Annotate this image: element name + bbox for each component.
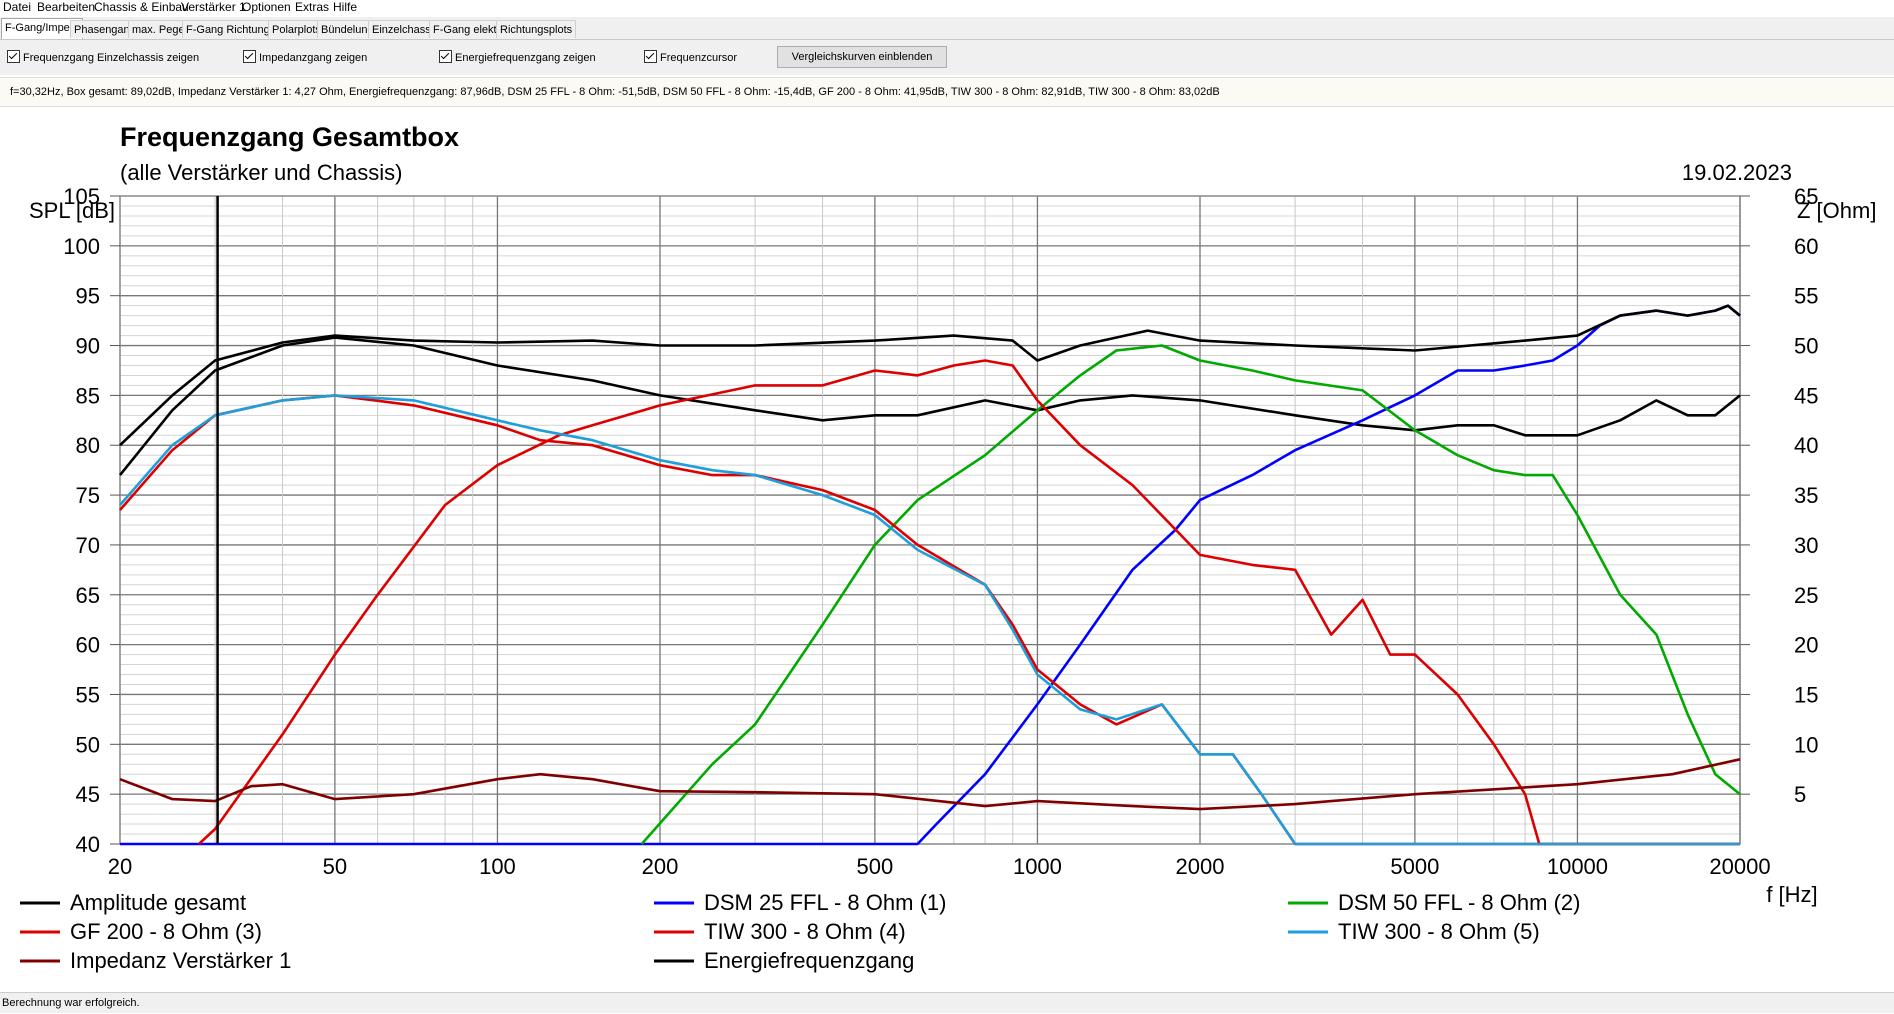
checkbox-icon[interactable] <box>7 50 20 63</box>
tab-phasengang[interactable]: Phasengang <box>70 20 140 38</box>
menu-item-verstaerker[interactable]: Verstärker 1 <box>181 0 246 14</box>
y2-tick-label: 10 <box>1794 732 1818 757</box>
tab-richtungsplots[interactable]: Richtungsplots <box>496 20 577 38</box>
y-tick-label: 75 <box>76 483 100 508</box>
checkbox-label: Energiefrequenzgang zeigen <box>455 52 596 64</box>
y-tick-label: 80 <box>76 433 100 458</box>
checkbox-impedanzgang[interactable]: Impedanzgang zeigen <box>243 50 367 64</box>
x-tick-label: 20000 <box>1709 854 1770 879</box>
menu-item-datei[interactable]: Datei <box>3 0 32 14</box>
x-tick-label: 5000 <box>1390 854 1439 879</box>
checkbox-label: Frequenzgang Einzelchassis zeigen <box>23 52 200 64</box>
y-tick-label: 90 <box>76 334 100 359</box>
x-tick-label: 100 <box>479 854 516 879</box>
y2-tick-label: 35 <box>1794 483 1818 508</box>
legend-label: GF 200 - 8 Ohm (3) <box>70 919 262 944</box>
checkbox-label: Impedanzgang zeigen <box>259 52 368 64</box>
legend-label: TIW 300 - 8 Ohm (5) <box>1338 919 1540 944</box>
axes: 40 45 50 55 60 65 70 75 80 85 90 95 100 105 5 10 15 20 25 3… <box>63 184 1818 879</box>
y2-tick-label: 5 <box>1794 782 1806 807</box>
series-lines <box>118 304 1741 846</box>
checkbox-label: Frequenzcursor <box>660 52 738 64</box>
menu-item-hilfe[interactable]: Hilfe <box>333 0 358 14</box>
series-line-7 <box>119 758 1741 811</box>
status-bar: Berechnung war erfolgreich. <box>0 992 1894 1013</box>
legend-label: Amplitude gesamt <box>70 890 246 915</box>
series-line-6 <box>119 394 1740 846</box>
y-tick-label: 40 <box>76 832 100 857</box>
options-bar: Frequenzgang Einzelchassis zeigen Impeda… <box>0 40 1894 75</box>
y-tick-label: 45 <box>76 782 100 807</box>
y2-tick-label: 40 <box>1794 433 1818 458</box>
y2-axis-label: Z [Ohm] <box>1797 198 1876 223</box>
chart-date: 19.02.2023 <box>1682 160 1792 185</box>
x-tick-label: 50 <box>323 854 347 879</box>
y2-tick-label: 45 <box>1794 383 1818 408</box>
y2-tick-label: 20 <box>1794 633 1818 658</box>
y-tick-label: 95 <box>76 284 100 309</box>
x-tick-label: 1000 <box>1013 854 1062 879</box>
cursor-info: f=30,32Hz, Box gesamt: 89,02dB, Impedanz… <box>0 77 1894 107</box>
compare-curves-button[interactable]: Vergleichskurven einblenden <box>777 46 947 68</box>
y-tick-label: 85 <box>76 383 100 408</box>
frequency-response-chart[interactable]: 40 45 50 55 60 65 70 75 80 85 90 95 100 105 5 10 15 20 25 3… <box>0 108 1894 988</box>
checkbox-icon[interactable] <box>644 50 657 63</box>
y2-tick-label: 60 <box>1794 234 1818 259</box>
x-tick-label: 10000 <box>1547 854 1608 879</box>
tab-max-pegel[interactable]: max. Pegel <box>128 20 192 38</box>
x-axis-label: f [Hz] <box>1766 882 1817 907</box>
series-line-1 <box>118 336 1741 476</box>
x-tick-label: 20 <box>108 854 132 879</box>
y2-tick-label: 25 <box>1794 583 1818 608</box>
y-tick-label: 65 <box>76 583 100 608</box>
menu-item-bearbeiten[interactable]: Bearbeiten <box>37 0 96 14</box>
checkbox-icon[interactable] <box>243 50 256 63</box>
x-tick-label: 200 <box>642 854 679 879</box>
y2-tick-label: 15 <box>1794 682 1818 707</box>
y-tick-label: 50 <box>76 732 100 757</box>
legend: Amplitude gesamt DSM 25 FFL - 8 Ohm (1) DS… <box>20 890 1580 973</box>
y-axis-label: SPL [dB] <box>29 198 115 223</box>
y-tick-label: 60 <box>76 633 100 658</box>
grid <box>119 195 1741 845</box>
y-tick-label: 55 <box>76 682 100 707</box>
y-tick-label: 70 <box>76 533 100 558</box>
x-tick-label: 500 <box>857 854 894 879</box>
checkbox-energiefrequenzgang[interactable]: Energiefrequenzgang zeigen <box>439 50 596 64</box>
checkbox-icon[interactable] <box>439 50 452 63</box>
y2-tick-label: 50 <box>1794 334 1818 359</box>
series-line-4 <box>119 394 1740 846</box>
tab-fgang-elektr[interactable]: F-Gang elektr. <box>429 20 507 38</box>
tab-einzelchassis[interactable]: Einzelchassis <box>368 20 443 38</box>
tab-fgang-imped[interactable]: F-Gang/Imped. <box>1 18 83 39</box>
y-tick-label: 100 <box>63 234 100 259</box>
checkbox-einzelchassis[interactable]: Frequenzgang Einzelchassis zeigen <box>7 50 199 64</box>
legend-label: TIW 300 - 8 Ohm (4) <box>704 919 906 944</box>
menu-item-chassis[interactable]: Chassis & Einbau <box>94 0 189 14</box>
legend-label: DSM 50 FFL - 8 Ohm (2) <box>1338 890 1580 915</box>
chart-area[interactable]: 40 45 50 55 60 65 70 75 80 85 90 95 100 105 5 10 15 20 25 3… <box>0 108 1894 988</box>
series-line-5 <box>198 359 1740 846</box>
chart-subtitle: (alle Verstärker und Chassis) <box>120 160 402 185</box>
legend-label: Energiefrequenzgang <box>704 948 914 973</box>
tab-polarplots[interactable]: Polarplots <box>268 20 325 38</box>
y2-tick-label: 30 <box>1794 533 1818 558</box>
tab-bar: F-Gang/Imped. Phasengang max. Pegel F-Ga… <box>0 17 1894 40</box>
y2-tick-label: 55 <box>1794 284 1818 309</box>
series-line-3 <box>640 344 1741 845</box>
chart-title: Frequenzgang Gesamtbox <box>120 122 459 152</box>
series-line-8 <box>119 304 1741 447</box>
legend-label: Impedanz Verstärker 1 <box>70 948 291 973</box>
menu-item-extras[interactable]: Extras <box>295 0 330 14</box>
menu-item-optionen[interactable]: Optionen <box>242 0 291 14</box>
plot-frame <box>119 195 1741 845</box>
legend-label: DSM 25 FFL - 8 Ohm (1) <box>704 890 946 915</box>
menu-bar: Datei Bearbeiten Chassis & Einbau Verstä… <box>0 0 1894 16</box>
y-tick-label: 105 <box>63 184 100 209</box>
tab-fgang-richtungen[interactable]: F-Gang Richtungen <box>182 20 286 38</box>
x-tick-label: 2000 <box>1176 854 1225 879</box>
tab-buendelung[interactable]: Bündelung <box>317 20 378 38</box>
y2-tick-label: 65 <box>1794 184 1818 209</box>
checkbox-frequenzcursor[interactable]: Frequenzcursor <box>644 50 737 64</box>
